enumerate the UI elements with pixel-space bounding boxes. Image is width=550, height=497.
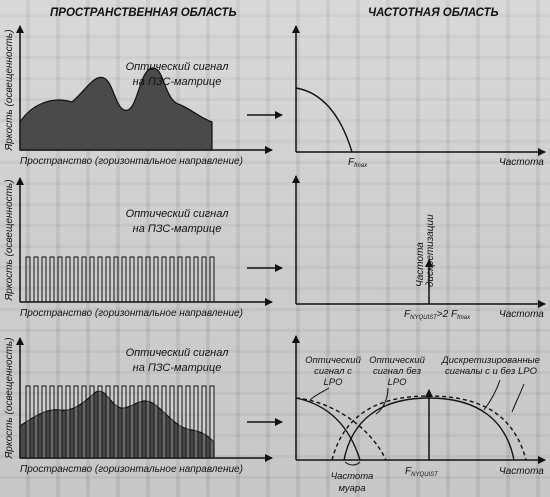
sampling-pulse [65,385,71,459]
sampling-pulse [73,256,79,303]
panel-3-lpo-without-line3: LPO [387,377,407,388]
panel-3-pointer-sampled [483,379,501,411]
panel-3-pointer-sampled-2 [511,383,525,413]
panel-3-spatial: Оптический сигнал на ПЗС-матрице Яркость… [4,337,273,475]
sampling-pulse [185,385,191,459]
panel-3-baseband-curve-with-lpo [295,397,361,461]
panel-1-y-label: Яркость (освещенность) [4,29,15,151]
sampling-pulse [97,385,103,459]
sampling-pulse [33,256,39,303]
sampling-pulse [89,256,95,303]
panel-3-nyquist-label: FNYQUIST [405,466,439,478]
sampling-pulse [169,385,175,459]
sampling-pulse [209,256,215,303]
panel-1-optical-signal-area [19,67,213,151]
sampling-pulse [161,385,167,459]
sampling-pulse [145,256,151,303]
sampling-pulse [25,385,31,459]
sampling-pulse [81,385,87,459]
panel-2-freq-x-label: Частота [499,309,544,320]
sampling-pulse [201,256,207,303]
panel-3-baseband-curve-without-lpo [295,397,387,461]
panel-1-frequency: Ffmax Частота [292,25,546,169]
panel-3-pointer-without-lpo [375,387,389,415]
sampling-pulse [153,256,159,303]
panel-1-spectrum-curve [295,87,353,153]
sampling-pulse [73,385,79,459]
panel-2-caption-line2: на ПЗС-матрице [133,223,222,235]
sampling-pulse [81,256,87,303]
panel-3-lpo-with-line2: сигнал с [314,366,352,377]
panel-3-x-label: Пространство (горизонтальное направление… [20,464,243,475]
panel-3-pointer-with-lpo [309,387,330,401]
panel-3-moire-bracket [344,461,361,466]
sampling-pulse [105,256,111,303]
panel-1-spatial: Оптический сигнал на ПЗС-матрице Яркость… [4,25,273,167]
panel-3-caption-line1: Оптический сигнал [126,347,229,359]
panel-1-x-label: Пространство (горизонтальное направление… [20,156,243,167]
panel-3-lpo-with-line3: LPO [323,377,343,388]
panel-3-lpo-without-line1: Оптический [369,355,425,366]
sampling-pulse [25,256,31,303]
sampling-pulse [129,256,135,303]
sampling-pulse [193,256,199,303]
sampling-pulse [97,256,103,303]
sampling-pulse [169,256,175,303]
sampling-pulse [89,385,95,459]
sampling-pulse [193,385,199,459]
sampling-pulse [105,385,111,459]
panel-1-freq-x-label: Частота [499,157,544,168]
panel-2-sampling-label-line2: дискретизации [425,214,436,287]
panel-2-x-label: Пространство (горизонтальное направление… [20,308,243,319]
sampling-pulse [49,385,55,459]
sampling-pulse [41,256,47,303]
panel-3-y-label: Яркость (освещенность) [4,337,15,459]
sampling-pulse [33,385,39,459]
sampling-pulse [113,256,119,303]
sampling-pulse [177,385,183,459]
panel-2-sampling-label-line1: Частота [415,242,426,287]
sampling-pulse [201,385,207,459]
panel-3-sampled-line2: сигналы с и без LPO [445,366,538,377]
panel-3-freq-x-label: Частота [499,466,544,477]
sampling-pulse [113,385,119,459]
sampling-pulse [41,385,47,459]
panel-3-lpo-without-line2: сигнал без [373,366,422,377]
frequency-domain-header: ЧАСТОТНАЯ ОБЛАСТЬ [368,7,499,19]
panel-3-moire-line2: муара [338,483,365,494]
panel-3-sampled-line1: Дискретизированные [441,355,540,366]
panel-3-sampling-comb [25,385,215,459]
panel-2-spatial: Оптический сигнал на ПЗС-матрице Яркость… [4,177,273,319]
sampling-pulse [209,385,215,459]
sampling-pulse [129,385,135,459]
sampling-pulse [137,385,143,459]
sampling-pulse [65,256,71,303]
sampling-pulse [57,256,63,303]
panel-2-caption-line1: Оптический сигнал [126,208,229,220]
sampling-pulse [137,256,143,303]
sampling-pulse [153,385,159,459]
sampling-pulse [145,385,151,459]
panel-1-caption-line2: на ПЗС-матрице [133,76,222,88]
panel-1-caption-line1: Оптический сигнал [126,61,229,73]
sampling-pulse [121,385,127,459]
panel-3-lpo-with-line1: Оптический [305,355,361,366]
sampling-pulse [49,256,55,303]
panel-1-fmax-label: Ffmax [348,157,368,169]
panel-3-caption-line2: на ПЗС-матрице [133,362,222,374]
sampling-pulse [161,256,167,303]
panel-3-moire-line1: Частота [331,471,374,482]
panel-2-nyquist-relation: FNYQUIST>2 Ffmax [404,309,471,321]
sampling-pulse [57,385,63,459]
spatial-domain-header: ПРОСТРАНСТВЕННАЯ ОБЛАСТЬ [50,7,237,19]
panel-3-frequency: Оптический сигнал с LPO Оптический сигна… [292,335,546,494]
sampling-pulse [121,256,127,303]
panel-2-frequency: Частота дискретизации FNYQUIST>2 Ffmax Ч… [292,175,546,321]
sampling-pulse [185,256,191,303]
sampling-pulse [177,256,183,303]
panel-2-y-label: Яркость (освещенность) [4,179,15,301]
panel-2-sampling-comb [25,256,215,303]
